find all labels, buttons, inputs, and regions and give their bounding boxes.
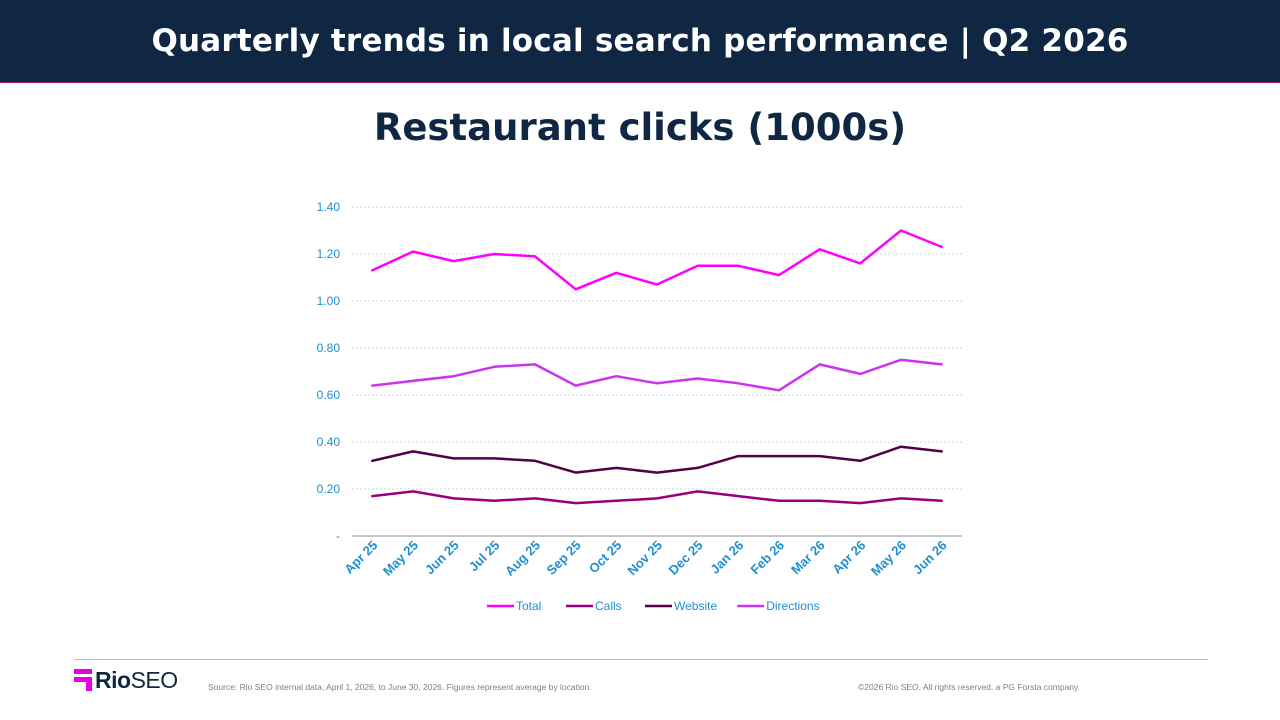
x-tick-label: May 26 — [868, 538, 909, 579]
legend-label-website: Website — [674, 599, 717, 613]
y-tick-label: 0.20 — [317, 482, 341, 496]
x-tick-label: Jun 26 — [910, 538, 950, 578]
gridlines — [352, 206, 962, 537]
copyright-note: ©2026 Rio SEO. All rights reserved, a PG… — [858, 682, 1081, 692]
x-tick-label: Jul 25 — [466, 538, 503, 575]
x-axis-ticks: Apr 25 May 25 Jun 25 Jul 25 Aug 25 Sep 25 Oct … — [341, 538, 950, 579]
x-tick-label: Oct 25 — [586, 538, 625, 577]
x-tick-label: Mar 26 — [788, 538, 828, 578]
footer-divider — [74, 659, 1208, 660]
x-tick-label: Jan 26 — [707, 538, 746, 577]
legend-label-calls: Calls — [595, 599, 622, 613]
x-tick-label: Apr 25 — [341, 538, 380, 577]
y-tick-label: 0.80 — [317, 341, 341, 355]
y-tick-label: 1.00 — [317, 294, 341, 308]
header-title: Quarterly trends in local search perform… — [151, 23, 1129, 59]
rio-seo-logo: RioSEO — [74, 667, 178, 693]
legend-label-directions: Directions — [766, 599, 819, 613]
series-line-total — [371, 229, 943, 291]
y-tick-label: 0.60 — [317, 388, 341, 402]
x-tick-label: Apr 26 — [829, 538, 868, 577]
x-tick-label: Feb 26 — [747, 538, 787, 578]
source-note: Source: Rio SEO internal data, April 1, … — [208, 682, 592, 692]
y-tick-label: - — [336, 529, 340, 543]
legend-label-total: Total — [516, 599, 541, 613]
y-tick-label: 1.40 — [317, 200, 341, 214]
y-tick-label: 1.20 — [317, 247, 341, 261]
logo-text: RioSEO — [95, 666, 178, 693]
series-line-website — [371, 445, 943, 474]
series-lines — [371, 229, 943, 505]
x-tick-label: Aug 25 — [502, 538, 543, 579]
x-tick-label: Nov 25 — [624, 538, 665, 579]
x-tick-label: Jun 25 — [422, 538, 462, 578]
x-tick-label: May 25 — [380, 538, 421, 579]
y-tick-label: 0.40 — [317, 435, 341, 449]
series-line-directions — [371, 358, 943, 392]
series-line-calls — [371, 490, 943, 505]
legend: Total Calls Website Directions — [487, 599, 820, 613]
y-axis-ticks: - 0.20 0.40 0.60 0.80 1.00 1.20 1.40 — [317, 200, 341, 543]
chart-title: Restaurant clicks (1000s) — [373, 106, 907, 149]
header-banner: Quarterly trends in local search perform… — [0, 0, 1280, 83]
x-tick-label: Sep 25 — [544, 538, 584, 578]
x-tick-label: Dec 25 — [666, 538, 706, 578]
logo-mark-icon — [74, 669, 92, 691]
